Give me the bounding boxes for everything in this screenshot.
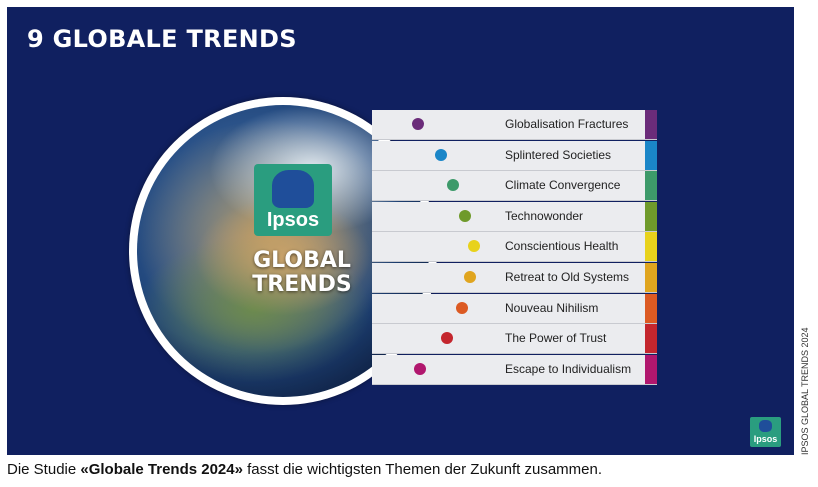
trend-label: Escape to Individualism xyxy=(505,361,632,376)
trend-label: The Power of Trust xyxy=(505,331,607,346)
ipsos-small-logo: Ipsos xyxy=(750,417,781,447)
trend-label: Climate Convergence xyxy=(505,178,621,193)
trend-label: Globalisation Fractures xyxy=(505,117,629,131)
trend-color-bar xyxy=(645,263,657,292)
ipsos-face-icon xyxy=(759,420,772,432)
image-caption: Die Studie «Globale Trends 2024» fasst d… xyxy=(7,461,603,478)
ipsos-face-icon xyxy=(272,170,314,208)
photo-credit: IPSOS GLOBAL TRENDS 2024 xyxy=(800,327,810,455)
trend-color-bar xyxy=(645,201,657,231)
trend-row: Climate Convergence xyxy=(372,171,657,202)
trend-label: Technowonder xyxy=(505,208,584,223)
ipsos-logo-text: Ipsos xyxy=(266,209,320,231)
trend-row: Escape to Individualism xyxy=(372,354,657,385)
trend-color-bar xyxy=(645,171,657,201)
ipsos-logo: Ipsos xyxy=(254,164,332,236)
trend-color-dot xyxy=(441,332,453,345)
trend-label: Conscientious Health xyxy=(505,239,619,254)
trend-row: Conscientious Health xyxy=(372,232,657,263)
global-trends-wordmark: GLOBAL TRENDS xyxy=(252,248,352,297)
trend-color-dot xyxy=(414,362,426,375)
trend-row: Splintered Societies xyxy=(372,140,657,171)
trend-row: Technowonder xyxy=(372,201,657,232)
trend-color-dot xyxy=(456,301,468,314)
trend-color-bar xyxy=(645,324,657,354)
infographic-panel: 9 GLOBALE TRENDS Ipsos GLOBAL TRENDS Glo… xyxy=(7,7,794,455)
trend-label: Splintered Societies xyxy=(505,147,612,162)
infographic-title: 9 GLOBALE TRENDS xyxy=(27,25,297,53)
trend-color-dot xyxy=(435,148,447,161)
trend-color-dot xyxy=(459,209,471,222)
trend-label: Nouveau Nihilism xyxy=(505,300,599,315)
trend-row: Retreat to Old Systems xyxy=(372,263,657,293)
trend-color-dot xyxy=(468,240,480,253)
trend-color-bar xyxy=(645,354,657,384)
trend-label: Retreat to Old Systems xyxy=(505,270,630,284)
trend-color-bar xyxy=(645,110,657,139)
trend-color-bar xyxy=(645,293,657,323)
trend-row: The Power of Trust xyxy=(372,324,657,355)
trend-row: Nouveau Nihilism xyxy=(372,293,657,324)
trend-color-dot xyxy=(412,118,424,130)
trend-color-bar xyxy=(645,232,657,262)
trend-color-dot xyxy=(447,179,459,192)
trend-row: Globalisation Fractures xyxy=(372,110,657,140)
trend-color-dot xyxy=(464,271,476,283)
trend-color-bar xyxy=(645,140,657,170)
